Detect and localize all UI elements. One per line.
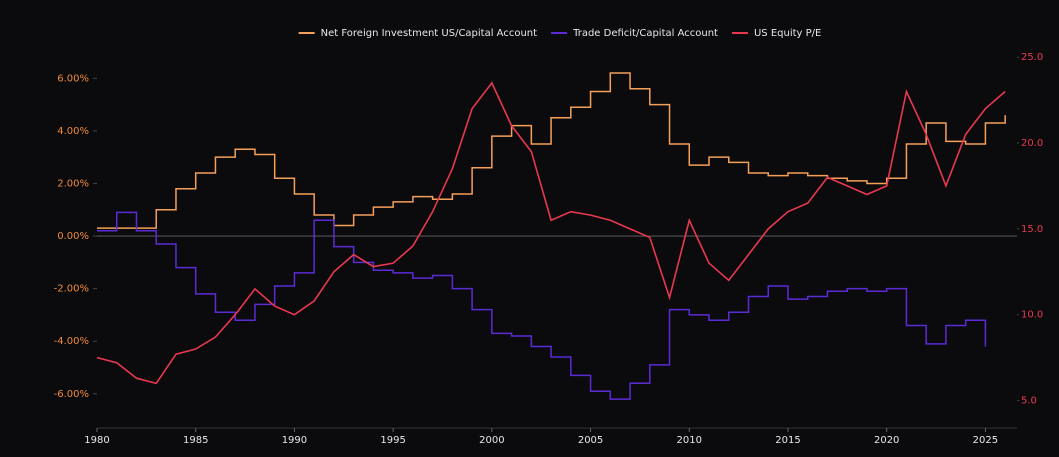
legend-label: US Equity P/E bbox=[754, 28, 821, 39]
x-tick-label: 2010 bbox=[677, 435, 702, 446]
x-tick-label: 1985 bbox=[183, 435, 208, 446]
y-tick-label: 2.00% bbox=[57, 178, 89, 189]
y-tick-label: 0.00% bbox=[57, 231, 89, 242]
series-line bbox=[97, 211, 987, 400]
x-tick-label: 2005 bbox=[578, 435, 603, 446]
x-tick-label: 2025 bbox=[973, 435, 998, 446]
x-tick-label: 1995 bbox=[380, 435, 405, 446]
legend-label: Trade Deficit/Capital Account bbox=[572, 28, 718, 39]
y-tick-label: -4.00% bbox=[54, 336, 89, 347]
x-tick-label: 1990 bbox=[282, 435, 307, 446]
legend-label: Net Foreign Investment US/Capital Accoun… bbox=[321, 28, 537, 39]
y-tick-label: 4.00% bbox=[57, 126, 89, 137]
y2-tick-label: 10.0 bbox=[1021, 310, 1043, 321]
y2-tick-label: 5.0 bbox=[1021, 396, 1037, 407]
y-tick-label: -6.00% bbox=[54, 389, 89, 400]
y-tick-label: 6.00% bbox=[57, 73, 89, 84]
x-tick-label: 2015 bbox=[775, 435, 800, 446]
y2-tick-label: 25.0 bbox=[1021, 52, 1043, 63]
series-line bbox=[96, 81, 1006, 385]
y2-tick-label: 15.0 bbox=[1021, 224, 1043, 235]
y-tick-label: -2.00% bbox=[54, 284, 89, 295]
x-tick-label: 2020 bbox=[874, 435, 899, 446]
y2-tick-label: 20.0 bbox=[1021, 138, 1043, 149]
x-tick-label: 1980 bbox=[84, 435, 109, 446]
series-line bbox=[97, 72, 1006, 229]
x-tick-label: 2000 bbox=[479, 435, 504, 446]
